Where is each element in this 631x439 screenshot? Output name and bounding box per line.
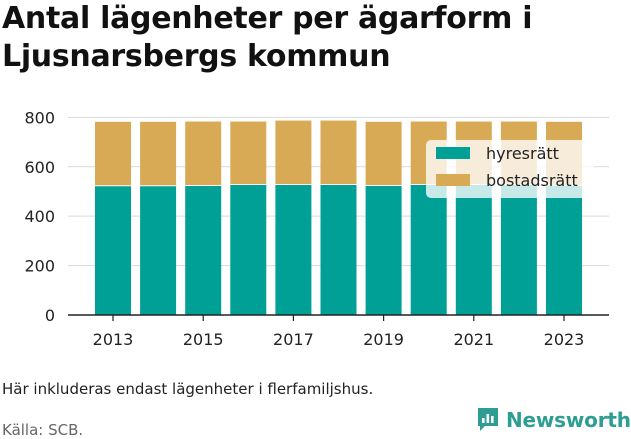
bar-segment-hyresratt[interactable] (185, 185, 222, 315)
bar-segment-bostadsratt[interactable] (95, 121, 131, 186)
bar-segment-hyresratt[interactable] (410, 184, 447, 315)
y-axis-ticks: 0 200 400 600 800 (24, 108, 55, 325)
x-axis-ticks: 2013 2015 2017 2019 2021 2023 (93, 315, 585, 349)
bar-segment-bostadsratt[interactable] (185, 121, 222, 186)
chart-title: Antal lägenheter per ägarform i Ljusnars… (2, 1, 533, 74)
bar-segment-bostadsratt[interactable] (230, 121, 267, 185)
x-tick-label: 2021 (453, 330, 494, 349)
bar-segment-bostadsratt[interactable] (275, 120, 312, 185)
y-tick-label: 0 (45, 306, 55, 325)
x-tick-label: 2015 (183, 330, 224, 349)
legend-label: hyresrätt (486, 144, 559, 163)
footnote: Här inkluderas endast lägenheter i flerf… (2, 380, 374, 398)
y-tick-label: 200 (24, 257, 55, 276)
bars (95, 120, 582, 315)
bar-segment-hyresratt[interactable] (546, 184, 582, 315)
bar-segment-bostadsratt[interactable] (140, 121, 177, 186)
bar-segment-hyresratt[interactable] (455, 184, 492, 315)
bar-segment-hyresratt[interactable] (230, 184, 267, 315)
bar-segment-hyresratt[interactable] (275, 184, 312, 315)
bar-segment-bostadsratt[interactable] (320, 120, 357, 185)
y-tick-label: 400 (24, 207, 55, 226)
x-tick-label: 2013 (93, 330, 134, 349)
x-tick-label: 2019 (363, 330, 404, 349)
legend-swatch (436, 174, 470, 186)
bar-segment-hyresratt[interactable] (320, 184, 357, 315)
brand-name: Newsworthy (506, 407, 631, 432)
stacked-bar-chart: 0 200 400 600 800 2013 2015 2017 2019 2021 2023 h… (24, 108, 609, 349)
bar-segment-hyresratt[interactable] (365, 185, 402, 315)
legend-label: bostadsrätt (486, 171, 578, 190)
brand-logo[interactable]: Newsworthy (476, 406, 631, 433)
x-tick-label: 2017 (273, 330, 314, 349)
legend-swatch (436, 147, 470, 159)
legend: hyresrätt bostadsrätt (426, 140, 594, 198)
bar-segment-hyresratt[interactable] (500, 184, 537, 315)
x-tick-label: 2023 (544, 330, 585, 349)
y-tick-label: 600 (24, 158, 55, 177)
bar-segment-hyresratt[interactable] (140, 185, 177, 315)
y-tick-label: 800 (24, 108, 55, 127)
source-label: Källa: SCB. (2, 421, 84, 439)
bar-segment-bostadsratt[interactable] (365, 121, 402, 186)
newsworthy-logo-icon (478, 408, 498, 431)
bar-segment-hyresratt[interactable] (95, 185, 131, 315)
